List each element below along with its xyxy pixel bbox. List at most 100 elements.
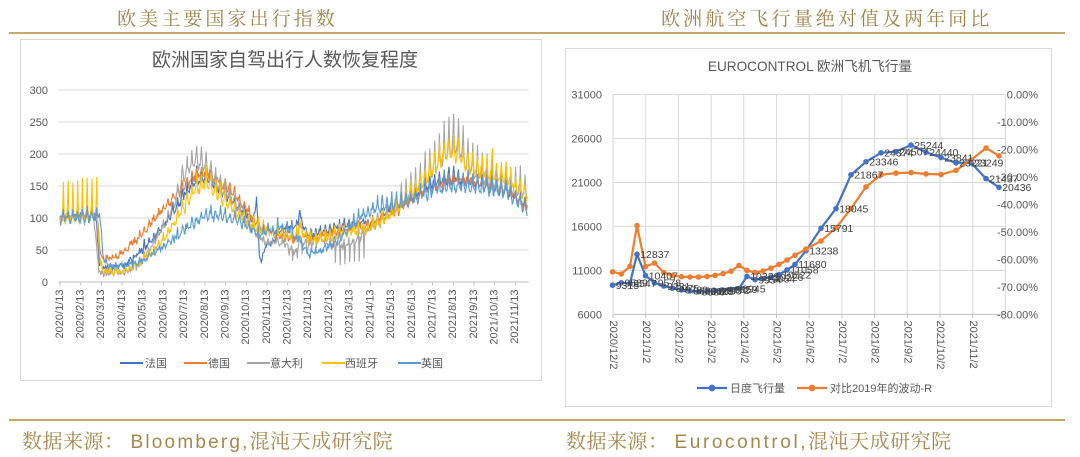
- svg-text:法国: 法国: [145, 356, 167, 370]
- svg-text:21867: 21867: [854, 170, 883, 182]
- svg-text:2020/1/13: 2020/1/13: [54, 290, 66, 339]
- svg-text:-20.00%: -20.00%: [997, 145, 1038, 157]
- svg-text:8580: 8580: [702, 287, 726, 299]
- svg-text:8690: 8690: [718, 286, 742, 298]
- svg-text:50: 50: [36, 245, 48, 257]
- svg-text:9315: 9315: [616, 280, 640, 292]
- svg-text:2021/11/13: 2021/11/13: [509, 290, 521, 344]
- svg-text:2021/4/13: 2021/4/13: [364, 290, 376, 339]
- svg-text:2021/10/13: 2021/10/13: [489, 290, 501, 345]
- svg-text:-40.00%: -40.00%: [997, 200, 1038, 212]
- svg-text:-10.00%: -10.00%: [997, 117, 1038, 129]
- svg-text:2021/8/2: 2021/8/2: [869, 321, 881, 364]
- svg-text:2021/6/13: 2021/6/13: [406, 290, 418, 339]
- svg-text:2021/5/13: 2021/5/13: [385, 290, 397, 339]
- svg-text:24507: 24507: [899, 146, 928, 158]
- svg-text:对比2019年的波动-R: 对比2019年的波动-R: [830, 381, 932, 395]
- svg-text:2020/11/13: 2020/11/13: [261, 290, 273, 344]
- svg-text:12837: 12837: [640, 249, 669, 261]
- svg-text:9589: 9589: [625, 278, 649, 290]
- svg-text:2021/3/2: 2021/3/2: [705, 321, 717, 364]
- svg-text:10407: 10407: [649, 270, 678, 282]
- svg-text:-50.00%: -50.00%: [997, 227, 1038, 239]
- svg-text:2020/4/13: 2020/4/13: [116, 290, 128, 339]
- svg-text:西班牙: 西班牙: [345, 357, 378, 370]
- svg-text:2021/1/2: 2021/1/2: [640, 321, 652, 364]
- svg-text:8628: 8628: [710, 286, 734, 298]
- svg-text:2021/9/13: 2021/9/13: [468, 290, 480, 339]
- svg-text:2020/8/13: 2020/8/13: [199, 290, 211, 339]
- svg-text:8945: 8945: [742, 283, 766, 295]
- svg-text:16000: 16000: [571, 221, 602, 233]
- svg-text:8790: 8790: [685, 285, 709, 297]
- svg-text:18045: 18045: [839, 203, 868, 215]
- svg-text:英国: 英国: [421, 356, 443, 370]
- svg-text:24440: 24440: [929, 147, 958, 159]
- svg-text:2021/4/2: 2021/4/2: [738, 321, 750, 364]
- svg-text:2020/3/13: 2020/3/13: [95, 290, 107, 339]
- svg-text:2021/5/2: 2021/5/2: [771, 321, 783, 364]
- svg-text:2020/9/13: 2020/9/13: [219, 290, 231, 339]
- svg-text:9547: 9547: [633, 278, 657, 290]
- svg-text:-80.00%: -80.00%: [997, 309, 1038, 321]
- svg-text:9231: 9231: [667, 281, 691, 293]
- svg-text:21000: 21000: [571, 178, 602, 190]
- svg-text:9954: 9954: [758, 274, 782, 286]
- svg-text:6000: 6000: [578, 309, 602, 321]
- svg-text:8859: 8859: [734, 284, 758, 296]
- svg-text:23221: 23221: [959, 158, 988, 170]
- svg-text:2020/5/13: 2020/5/13: [137, 290, 149, 339]
- svg-text:25244: 25244: [914, 140, 943, 152]
- svg-text:11000: 11000: [572, 265, 602, 277]
- svg-text:欧洲国家自驾出行人数恢复程度: 欧洲国家自驾出行人数恢复程度: [152, 49, 418, 71]
- svg-text:2020/10/13: 2020/10/13: [240, 290, 252, 345]
- svg-text:100: 100: [30, 213, 48, 225]
- svg-text:德国: 德国: [208, 356, 230, 370]
- svg-text:-60.00%: -60.00%: [997, 254, 1038, 266]
- svg-text:31000: 31000: [571, 90, 602, 102]
- svg-text:2021/6/2: 2021/6/2: [803, 321, 815, 364]
- svg-text:8772: 8772: [726, 285, 750, 297]
- svg-text:11058: 11058: [790, 265, 819, 277]
- svg-text:2021/3/13: 2021/3/13: [344, 290, 356, 339]
- svg-text:2021/2/13: 2021/2/13: [323, 290, 335, 339]
- svg-text:200: 200: [30, 149, 48, 161]
- svg-text:0.00%: 0.00%: [1007, 90, 1038, 102]
- svg-text:EUROCONTROL 欧洲飞机飞行量: EUROCONTROL 欧洲飞机飞行量: [708, 59, 912, 74]
- svg-text:2020/6/13: 2020/6/13: [157, 290, 169, 339]
- svg-text:150: 150: [30, 181, 48, 193]
- svg-text:13238: 13238: [809, 246, 838, 258]
- svg-text:10054: 10054: [766, 274, 795, 286]
- svg-text:10522: 10522: [782, 269, 811, 281]
- svg-text:2020/12/13: 2020/12/13: [282, 290, 294, 345]
- svg-text:2021/8/13: 2021/8/13: [447, 290, 459, 339]
- svg-text:2021/9/2: 2021/9/2: [901, 321, 913, 364]
- svg-text:2021/1/13: 2021/1/13: [302, 290, 314, 339]
- svg-text:20436: 20436: [1002, 182, 1031, 194]
- svg-text:日度飞行量: 日度飞行量: [730, 381, 785, 395]
- svg-text:10322: 10322: [750, 271, 779, 283]
- svg-text:意大利: 意大利: [270, 356, 303, 370]
- svg-text:2020/7/13: 2020/7/13: [178, 290, 190, 339]
- svg-text:2021/7/2: 2021/7/2: [836, 321, 848, 364]
- svg-text:2021/2/2: 2021/2/2: [673, 321, 685, 364]
- svg-text:2021/11/2: 2021/11/2: [967, 321, 979, 369]
- svg-text:0: 0: [42, 277, 48, 289]
- svg-text:26000: 26000: [571, 134, 602, 146]
- svg-text:2020/12/2: 2020/12/2: [607, 321, 619, 370]
- svg-text:10226: 10226: [774, 272, 803, 284]
- svg-text:11680: 11680: [798, 259, 827, 271]
- svg-text:8975: 8975: [676, 283, 700, 295]
- svg-text:-70.00%: -70.00%: [997, 282, 1038, 294]
- svg-text:21437: 21437: [989, 173, 1018, 185]
- svg-text:8680: 8680: [693, 286, 717, 298]
- svg-text:23249: 23249: [974, 158, 1003, 170]
- svg-text:15791: 15791: [824, 223, 853, 235]
- svg-text:300: 300: [30, 85, 48, 97]
- svg-text:2021/7/13: 2021/7/13: [426, 290, 438, 339]
- svg-text:250: 250: [30, 117, 48, 129]
- svg-text:9578: 9578: [658, 278, 682, 290]
- svg-text:2021/10/2: 2021/10/2: [934, 321, 946, 370]
- svg-text:2020/2/13: 2020/2/13: [75, 290, 87, 339]
- svg-text:23841: 23841: [944, 152, 973, 164]
